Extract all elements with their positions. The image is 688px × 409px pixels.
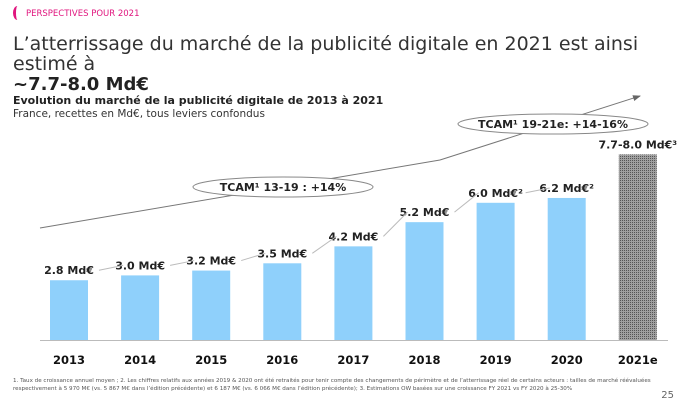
section-label: PERSPECTIVES POUR 2021	[26, 9, 140, 19]
trend-arrows: TCAM¹ 13-19 : +14% TCAM¹ 19-21e: +14-16%	[39, 95, 649, 229]
tick-label-2021e: 2021e	[618, 353, 658, 367]
chart-subtitle: France, recettes en Md€, tous leviers co…	[13, 108, 265, 120]
cagr-ellipse-1	[192, 176, 374, 198]
page-number: 25	[661, 390, 674, 401]
chart-title: Evolution du marché de la publicité digi…	[13, 94, 384, 107]
bar-2019	[476, 202, 515, 340]
tick-label-2019: 2019	[480, 353, 512, 367]
tick-label-2016: 2016	[266, 353, 298, 367]
footnote: 1. Taux de croissance annuel moyen ; 2. …	[13, 378, 651, 392]
connector-line	[312, 235, 337, 254]
connector-line	[241, 252, 266, 262]
data-label-2020: 6.2 Md€²	[539, 182, 594, 195]
data-label-2021e: 7.7-8.0 Md€³	[598, 138, 677, 151]
data-label-2016: 3.5 Md€	[257, 247, 307, 260]
bar-2018	[405, 222, 444, 340]
connector-line	[383, 211, 408, 237]
data-label-2013: 2.8 Md€	[44, 264, 94, 277]
cagr-label-1: TCAM¹ 13-19 : +14%	[220, 181, 346, 194]
tick-label-2013: 2013	[53, 353, 85, 367]
bar-2021e	[618, 154, 657, 340]
title-bold: ~7.7-8.0 Md€	[13, 74, 149, 95]
logo-crescent-icon	[13, 6, 22, 20]
data-label-2018: 5.2 Md€	[400, 206, 450, 219]
connector-line	[525, 187, 550, 194]
cagr-label-2: TCAM¹ 19-21e: +14-16%	[478, 118, 628, 131]
tick-label-2020: 2020	[551, 353, 583, 367]
bar-2015	[192, 270, 231, 340]
tick-label-2014: 2014	[124, 353, 156, 367]
bar-2017	[334, 246, 373, 340]
data-label-2014: 3.0 Md€	[115, 259, 165, 272]
connector-line	[454, 192, 479, 213]
tick-label-2015: 2015	[195, 353, 227, 367]
tick-label-2018: 2018	[408, 353, 440, 367]
bar-2013	[50, 280, 88, 340]
bar-2020	[547, 197, 586, 340]
connector-line	[170, 260, 195, 266]
bar-2014	[121, 275, 160, 340]
title-text: L’atterrissage du marché de la publicité…	[13, 33, 639, 75]
bar-2016	[263, 263, 302, 340]
page-title: L’atterrissage du marché de la publicité…	[13, 34, 688, 95]
data-label-2017: 4.2 Md€	[329, 230, 379, 243]
cagr-ellipse-2	[457, 113, 649, 135]
data-label-2019: 6.0 Md€²	[468, 187, 523, 200]
connector-line	[98, 264, 124, 271]
data-label-2015: 3.2 Md€	[186, 255, 236, 268]
tick-label-2017: 2017	[337, 353, 369, 367]
